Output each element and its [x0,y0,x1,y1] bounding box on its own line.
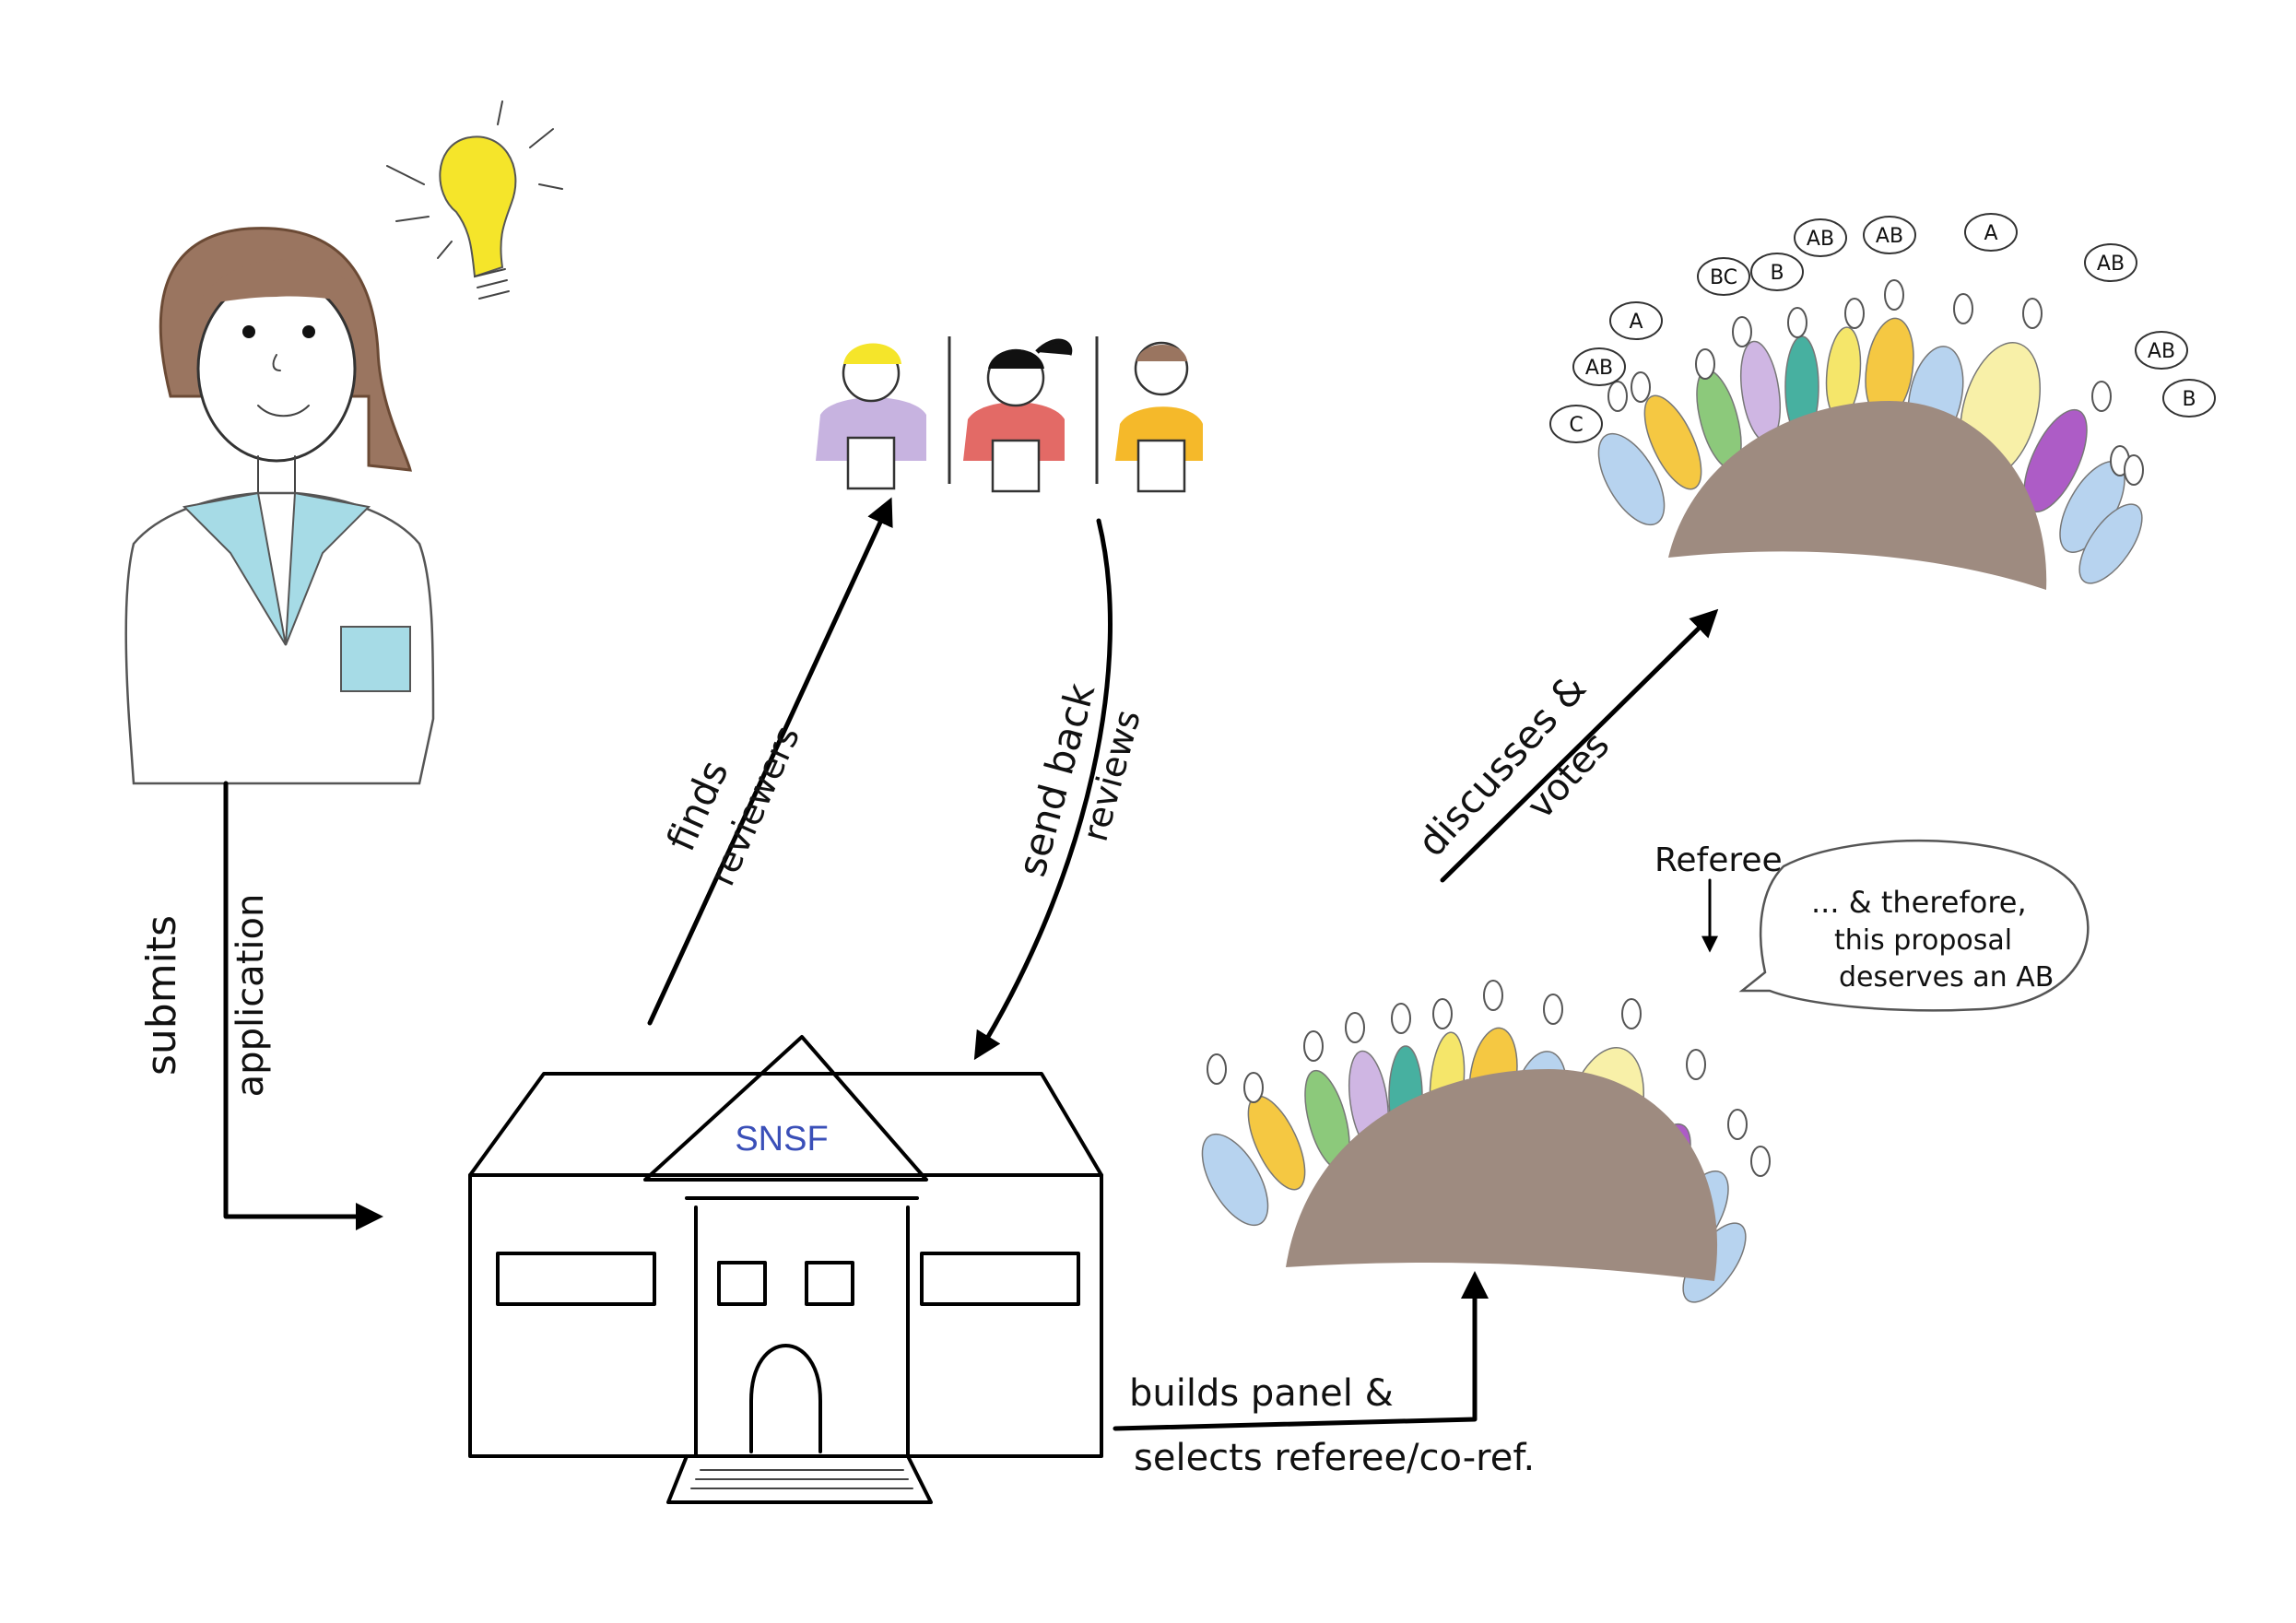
label-find: finds reviewers [652,698,807,891]
vote-grade: B [1770,262,1784,285]
label-submit: submits application [138,894,272,1098]
panel-member-head [1885,280,1903,310]
vote-grade: B [2182,388,2196,411]
vote-grade: AB [2097,253,2125,276]
vote-grade: A [1629,311,1643,334]
panel-member-head [1608,382,1627,411]
vote-grade: AB [1807,228,1834,251]
panel-member-head [1392,1004,1410,1033]
speech-line3: deserves an AB [1839,961,2054,994]
lightbulb-icon [387,101,562,299]
panel-member-head [1544,994,1562,1024]
panel-member-head [1696,349,1714,379]
panel-member-head [2092,382,2111,411]
vote-grade: A [1984,222,1997,245]
applicant-figure [126,229,433,783]
label-send: send back reviews [1009,678,1152,894]
speech-line2: this proposal [1834,924,2012,957]
vote-grade: C [1569,414,1583,437]
panel-member-head [1954,294,1972,323]
label-discuss: discusses & votes [1408,665,1636,902]
panel-member-head [1207,1054,1226,1084]
vote-grade: AB [2148,340,2175,363]
panel-bottom: Referee ... & therefore, this proposal d… [1189,841,2088,1311]
reviewer-3 [1115,343,1203,491]
vote-grade: AB [1876,225,1903,248]
panel-member-head [1346,1013,1364,1042]
panel-member-head [1433,999,1452,1029]
panel-member-head [2125,455,2143,485]
panel-member-head [1622,999,1641,1029]
panel-member-head [1788,308,1807,337]
label-build-line2: selects referee/co-ref. [1134,1437,1535,1479]
label-build-line1: builds panel & [1129,1372,1394,1415]
panel-member-head [1244,1073,1263,1102]
panel-member-head [1687,1050,1705,1079]
panel-member-head [1484,981,1502,1010]
referee-label: Referee [1654,841,1783,879]
vote-grade: AB [1585,357,1613,380]
panel-member-head [1733,317,1751,347]
vote-grade: BC [1710,266,1737,289]
building-sign: SNSF [735,1120,828,1158]
panel-top: C AB A BC B AB AB A AB AB B [1550,214,2215,594]
reviewer-2 [963,341,1070,491]
panel-member-head [2023,299,2042,328]
panel-member-head [1728,1110,1747,1139]
label-submit-line1: submits [138,915,185,1076]
panel-member-head [1631,372,1650,402]
reviewers-group [816,336,1203,491]
panel-member-head [1304,1031,1323,1061]
label-submit-line2: application [230,894,272,1098]
panel-member-head [1751,1147,1770,1176]
reviewer-1 [816,344,926,489]
speech-line1: ... & therefore, [1811,885,2027,920]
snsf-building: SNSF [470,1037,1101,1502]
panel-member-head [1845,299,1864,328]
